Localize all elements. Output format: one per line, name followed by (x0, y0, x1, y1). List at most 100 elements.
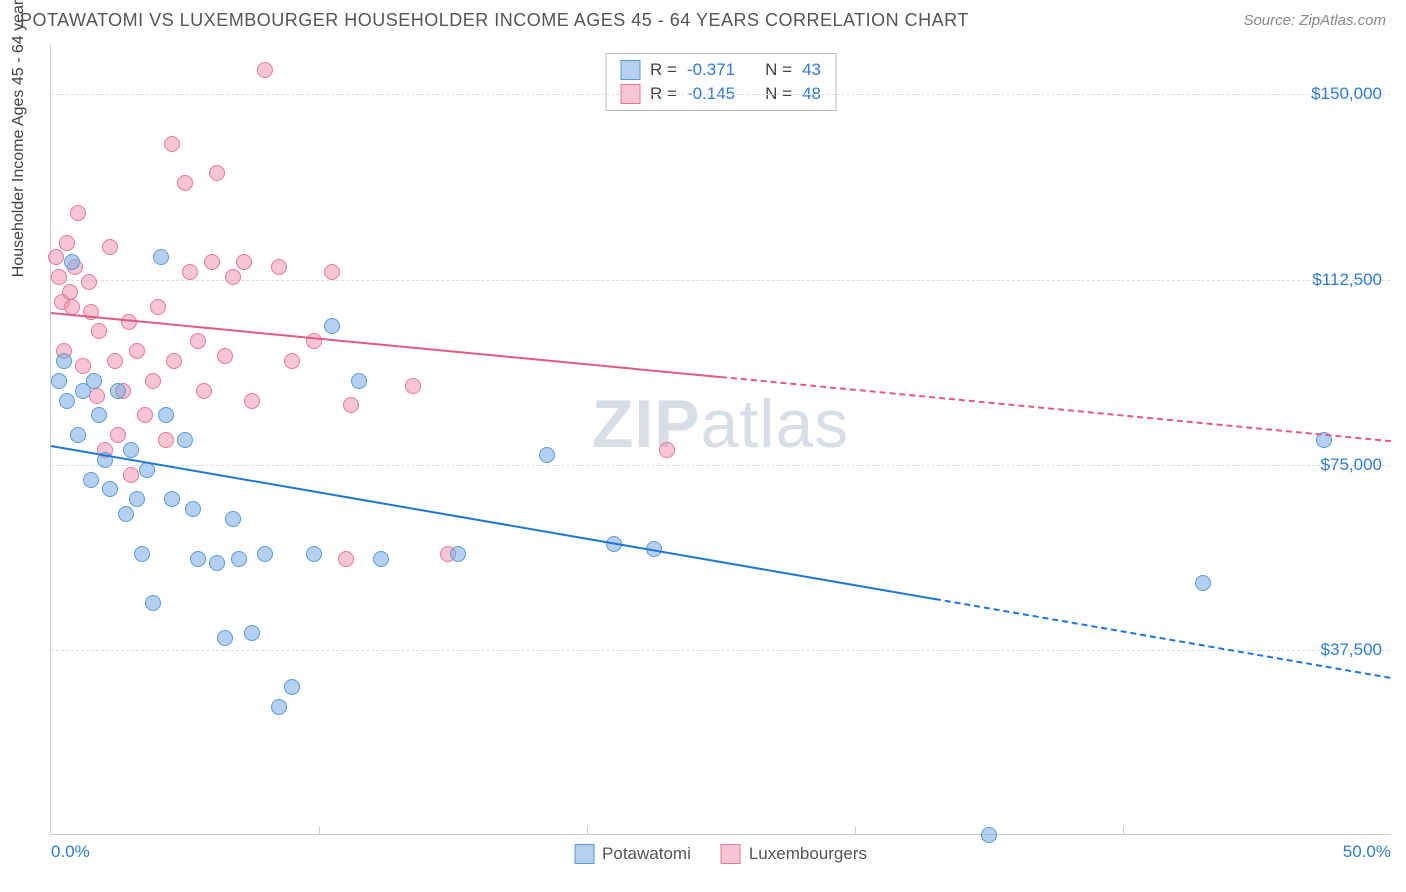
data-point-potawatomi (134, 546, 150, 562)
legend-item-luxembourgers: Luxembourgers (721, 844, 867, 864)
data-point-potawatomi (225, 511, 241, 527)
data-point-luxembourgers (271, 259, 287, 275)
x-tick (1123, 827, 1124, 835)
data-point-potawatomi (284, 679, 300, 695)
data-point-luxembourgers (51, 269, 67, 285)
data-point-luxembourgers (204, 254, 220, 270)
correlation-stats-box: R = -0.371 N = 43 R = -0.145 N = 48 (605, 53, 836, 111)
source-label: Source: ZipAtlas.com (1243, 12, 1386, 29)
data-point-luxembourgers (107, 353, 123, 369)
data-point-luxembourgers (150, 299, 166, 315)
y-axis-title: Householder Income Ages 45 - 64 years (10, 0, 28, 277)
trendline-luxembourgers-extrapolated (721, 376, 1391, 442)
legend-item-potawatomi: Potawatomi (574, 844, 691, 864)
r-label: R = (650, 60, 677, 80)
data-point-potawatomi (981, 827, 997, 843)
data-point-luxembourgers (64, 299, 80, 315)
data-point-potawatomi (177, 432, 193, 448)
data-point-potawatomi (158, 407, 174, 423)
data-point-potawatomi (231, 551, 247, 567)
data-point-potawatomi (145, 595, 161, 611)
data-point-potawatomi (185, 501, 201, 517)
data-point-potawatomi (123, 442, 139, 458)
n-label: N = (765, 60, 792, 80)
data-point-potawatomi (324, 318, 340, 334)
data-point-luxembourgers (129, 343, 145, 359)
data-point-luxembourgers (343, 397, 359, 413)
legend: Potawatomi Luxembourgers (574, 844, 867, 864)
data-point-potawatomi (118, 506, 134, 522)
data-point-luxembourgers (158, 432, 174, 448)
data-point-luxembourgers (405, 378, 421, 394)
data-point-luxembourgers (225, 269, 241, 285)
data-point-luxembourgers (102, 239, 118, 255)
data-point-luxembourgers (91, 323, 107, 339)
data-point-potawatomi (1195, 575, 1211, 591)
data-point-potawatomi (217, 630, 233, 646)
gridline (51, 650, 1390, 651)
gridline (51, 94, 1390, 95)
data-point-potawatomi (209, 555, 225, 571)
data-point-potawatomi (64, 254, 80, 270)
y-tick-label: $150,000 (1311, 84, 1382, 104)
data-point-potawatomi (153, 249, 169, 265)
data-point-luxembourgers (236, 254, 252, 270)
data-point-luxembourgers (166, 353, 182, 369)
data-point-potawatomi (59, 393, 75, 409)
data-point-luxembourgers (659, 442, 675, 458)
data-point-luxembourgers (217, 348, 233, 364)
data-point-luxembourgers (110, 427, 126, 443)
chart-title: POTAWATOMI VS LUXEMBOURGER HOUSEHOLDER I… (20, 10, 969, 31)
trendline-potawatomi-extrapolated (935, 598, 1391, 679)
data-point-luxembourgers (177, 175, 193, 191)
data-point-potawatomi (110, 383, 126, 399)
data-point-potawatomi (102, 481, 118, 497)
data-point-luxembourgers (123, 467, 139, 483)
data-point-potawatomi (539, 447, 555, 463)
data-point-potawatomi (244, 625, 260, 641)
x-tick (587, 827, 588, 835)
data-point-luxembourgers (244, 393, 260, 409)
data-point-potawatomi (450, 546, 466, 562)
trendline-luxembourgers (51, 312, 721, 378)
data-point-luxembourgers (164, 136, 180, 152)
data-point-luxembourgers (62, 284, 78, 300)
data-point-potawatomi (56, 353, 72, 369)
data-point-potawatomi (306, 546, 322, 562)
data-point-luxembourgers (182, 264, 198, 280)
data-point-luxembourgers (137, 407, 153, 423)
data-point-luxembourgers (257, 62, 273, 78)
n-value-potawatomi: 43 (802, 60, 821, 80)
data-point-luxembourgers (145, 373, 161, 389)
gridline (51, 465, 1390, 466)
swatch-luxembourgers (721, 844, 741, 864)
gridline (51, 280, 1390, 281)
data-point-luxembourgers (70, 205, 86, 221)
data-point-luxembourgers (48, 249, 64, 265)
data-point-potawatomi (129, 491, 145, 507)
data-point-potawatomi (70, 427, 86, 443)
swatch-potawatomi (620, 60, 640, 80)
x-tick (855, 827, 856, 835)
data-point-potawatomi (351, 373, 367, 389)
data-point-luxembourgers (196, 383, 212, 399)
data-point-luxembourgers (284, 353, 300, 369)
x-tick (319, 827, 320, 835)
legend-label-luxembourgers: Luxembourgers (749, 844, 867, 864)
data-point-potawatomi (190, 551, 206, 567)
y-tick-label: $37,500 (1321, 640, 1382, 660)
trendline-potawatomi (51, 445, 936, 600)
data-point-luxembourgers (75, 358, 91, 374)
data-point-potawatomi (164, 491, 180, 507)
data-point-luxembourgers (324, 264, 340, 280)
data-point-potawatomi (91, 407, 107, 423)
data-point-luxembourgers (59, 235, 75, 251)
data-point-potawatomi (373, 551, 389, 567)
y-tick-label: $75,000 (1321, 455, 1382, 475)
r-value-potawatomi: -0.371 (687, 60, 735, 80)
data-point-luxembourgers (338, 551, 354, 567)
x-tick-label: 50.0% (1343, 842, 1391, 862)
y-tick-label: $112,500 (1312, 270, 1382, 290)
stats-row-potawatomi: R = -0.371 N = 43 (620, 58, 821, 82)
scatter-chart: R = -0.371 N = 43 R = -0.145 N = 48 ZIPa… (50, 45, 1390, 835)
